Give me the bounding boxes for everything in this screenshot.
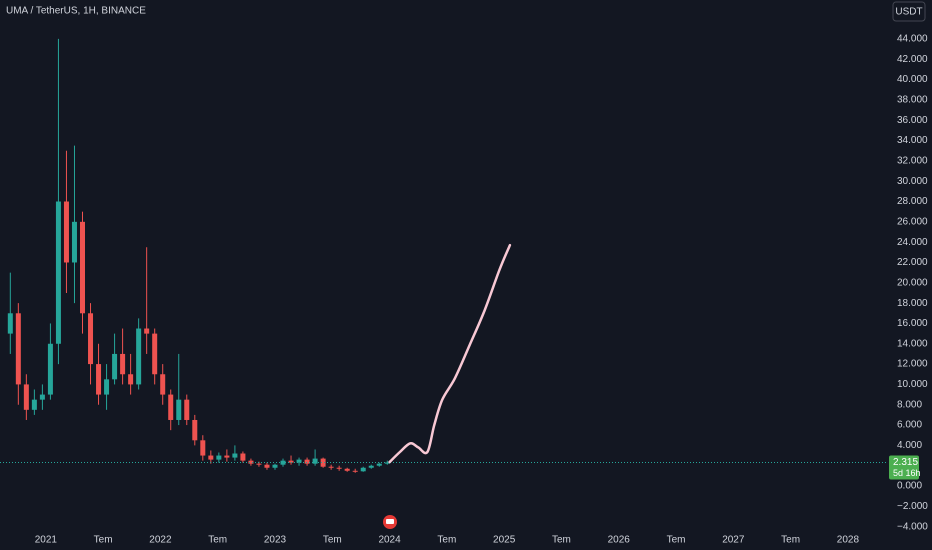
x-tick-label: 2023 [264, 535, 287, 546]
candle-body [136, 328, 142, 385]
y-tick-label: 16.000 [897, 318, 928, 329]
x-tick-label: Tem [94, 535, 113, 546]
candle-body [208, 455, 214, 460]
candle-body [240, 453, 246, 461]
y-tick-label: 38.000 [897, 95, 928, 106]
x-tick-label: Tem [552, 535, 571, 546]
y-tick-label: 36.000 [897, 115, 928, 126]
x-tick-label: 2024 [378, 535, 401, 546]
candle-body [376, 463, 382, 466]
candle-body [88, 313, 94, 365]
candle-body [79, 221, 85, 314]
x-tick-label: 2025 [493, 535, 516, 546]
candle-body [280, 460, 286, 465]
y-tick-label: −2.000 [897, 501, 928, 512]
candle-body [360, 467, 366, 472]
candle-body [23, 384, 29, 410]
y-tick-label: 6.000 [897, 420, 922, 431]
y-tick-label: 42.000 [897, 54, 928, 65]
y-tick-label: 40.000 [897, 74, 928, 85]
y-tick-label: 20.000 [897, 277, 928, 288]
y-tick-label: 0.000 [897, 481, 922, 492]
x-tick-label: 2028 [837, 535, 860, 546]
x-tick-label: 2022 [149, 535, 172, 546]
x-tick-label: 2026 [608, 535, 631, 546]
candle-body [152, 333, 158, 375]
candle-body [192, 419, 198, 441]
logo [383, 515, 397, 529]
y-tick-label: 22.000 [897, 257, 928, 268]
candle-body [328, 466, 334, 468]
y-tick-label: 28.000 [897, 196, 928, 207]
candle-body [320, 458, 326, 467]
y-tick-label: 10.000 [897, 379, 928, 390]
candle-body [15, 313, 21, 385]
candle-body [232, 453, 238, 458]
currency-button[interactable] [892, 1, 926, 22]
candle-body [224, 455, 230, 458]
y-tick-label: −4.000 [897, 521, 928, 532]
x-tick-label: Tem [667, 535, 686, 546]
y-tick-label: 12.000 [897, 359, 928, 370]
candle-body [184, 399, 190, 420]
x-tick-label: Tem [437, 535, 456, 546]
x-tick-label: Tem [208, 535, 227, 546]
candle-body [160, 374, 166, 395]
y-tick-label: 32.000 [897, 155, 928, 166]
countdown-label: 5d 16h [893, 468, 921, 478]
candle-body [112, 353, 118, 380]
candle-body [176, 399, 182, 420]
candle-body [63, 201, 69, 263]
candle-body [128, 374, 134, 385]
candle-body [55, 201, 61, 344]
candle-body [216, 455, 222, 460]
y-tick-label: 44.000 [897, 34, 928, 45]
y-tick-label: 30.000 [897, 176, 928, 187]
candle-body [344, 468, 350, 471]
candle-body [288, 460, 294, 463]
chart-title: UMA / TetherUS, 1H, BINANCE [6, 6, 146, 17]
candle-body [256, 463, 262, 465]
candle-body [384, 462, 390, 464]
candle-body [248, 460, 254, 464]
candle-body [47, 343, 53, 395]
y-tick-label: 18.000 [897, 298, 928, 309]
last-price-box [889, 455, 919, 480]
candle-body [296, 459, 302, 463]
x-tick-label: Tem [323, 535, 342, 546]
candle-body [39, 394, 45, 400]
currency-label[interactable]: USDT [895, 7, 922, 18]
y-tick-label: 4.000 [897, 440, 922, 451]
candle-body [31, 399, 37, 410]
drawing-curve [388, 243, 512, 464]
candle-body [272, 464, 278, 468]
candle-body [200, 440, 206, 456]
y-tick-label: 8.000 [897, 399, 922, 410]
candle-body [7, 313, 13, 334]
y-tick-label: 14.000 [897, 338, 928, 349]
y-tick-label: 24.000 [897, 237, 928, 248]
last-price-label: 2.315 [893, 457, 918, 468]
x-tick-label: Tem [781, 535, 800, 546]
candle-body [368, 465, 374, 468]
x-tick-label: 2027 [722, 535, 745, 546]
candle-body [104, 379, 110, 395]
candle-body [168, 394, 174, 420]
candle-body [120, 353, 126, 375]
y-tick-label: 34.000 [897, 135, 928, 146]
y-tick-label: 26.000 [897, 216, 928, 227]
candle-body [352, 470, 358, 472]
candle-body [312, 458, 318, 464]
x-tick-label: 2021 [35, 535, 58, 546]
candle-body [144, 328, 150, 334]
candle-body [71, 221, 77, 263]
candle-body [336, 467, 342, 469]
candle-body [304, 459, 310, 464]
candle-body [96, 364, 102, 395]
candle-body [264, 464, 270, 468]
